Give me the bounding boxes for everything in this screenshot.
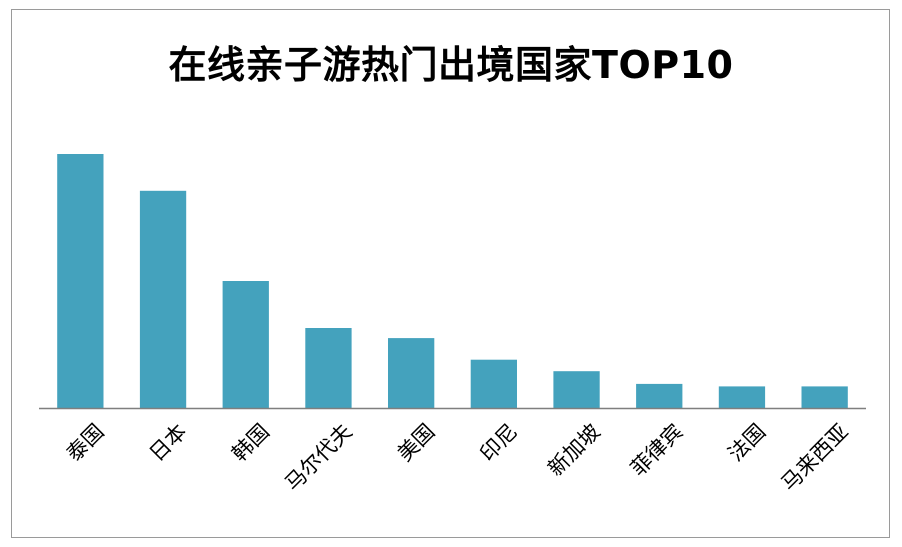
category-label-1: 泰国 — [62, 419, 109, 466]
category-label-4: 马尔代夫 — [280, 419, 356, 495]
bars-group — [57, 154, 848, 408]
bar-5 — [388, 338, 435, 408]
category-label-2: 日本 — [145, 419, 192, 466]
bar-7 — [553, 371, 600, 408]
category-label-5: 美国 — [393, 419, 440, 466]
category-label-3: 韩国 — [227, 419, 274, 466]
bar-8 — [636, 383, 683, 408]
bar-6 — [470, 359, 517, 408]
bar-9 — [718, 386, 766, 408]
bar-3 — [222, 281, 269, 408]
category-label-7: 新加坡 — [543, 419, 605, 481]
bar-2 — [139, 190, 187, 408]
bar-1 — [57, 154, 104, 408]
category-labels-group: 泰国 日本 韩国 马尔代夫 美国 印尼 新加坡 菲律宾 法国 马来西亚 — [62, 419, 853, 495]
bar-10 — [801, 386, 848, 408]
chart-title: 在线亲子游热门出境国家TOP10 — [168, 43, 734, 87]
category-label-6: 印尼 — [475, 419, 522, 466]
category-label-8: 菲律宾 — [626, 419, 688, 481]
category-label-9: 法国 — [724, 419, 771, 466]
category-label-10: 马来西亚 — [777, 419, 853, 495]
bar-4 — [305, 328, 352, 408]
